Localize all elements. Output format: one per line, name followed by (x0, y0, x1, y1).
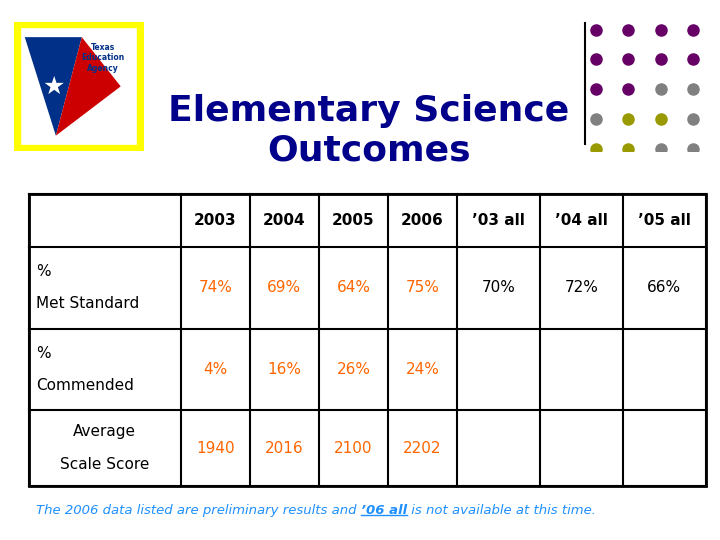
Text: Scale Score: Scale Score (60, 457, 150, 472)
Text: %: % (36, 346, 50, 361)
Text: The 2006 data listed are preliminary results and: The 2006 data listed are preliminary res… (36, 504, 361, 517)
Text: ★: ★ (42, 75, 65, 98)
Polygon shape (24, 37, 82, 136)
Text: 2006: 2006 (401, 213, 444, 228)
Text: %: % (36, 264, 50, 279)
Text: is not available at this time.: is not available at this time. (407, 504, 596, 517)
Text: 2004: 2004 (263, 213, 305, 228)
FancyBboxPatch shape (17, 24, 141, 149)
Text: 24%: 24% (405, 362, 439, 377)
Text: 2100: 2100 (334, 441, 373, 456)
Text: 16%: 16% (267, 362, 302, 377)
Text: 2016: 2016 (265, 441, 304, 456)
Text: 74%: 74% (198, 280, 233, 295)
Text: Texas
Education
Agency: Texas Education Agency (81, 43, 124, 73)
Text: 64%: 64% (336, 280, 370, 295)
Text: 1940: 1940 (196, 441, 235, 456)
Text: ’06 all: ’06 all (361, 504, 407, 517)
Text: 66%: 66% (647, 280, 681, 295)
Text: 2005: 2005 (332, 213, 374, 228)
Text: ’05 all: ’05 all (638, 213, 690, 228)
Text: Commended: Commended (36, 378, 134, 393)
Text: Met Standard: Met Standard (36, 296, 139, 312)
Text: Average: Average (73, 424, 136, 440)
Text: 70%: 70% (482, 280, 516, 295)
Polygon shape (56, 37, 121, 136)
Text: 75%: 75% (405, 280, 439, 295)
Text: 72%: 72% (564, 280, 598, 295)
Text: ’04 all: ’04 all (555, 213, 608, 228)
Text: ’03 all: ’03 all (472, 213, 525, 228)
Text: 4%: 4% (203, 362, 228, 377)
Text: 26%: 26% (336, 362, 370, 377)
Text: 2003: 2003 (194, 213, 237, 228)
Text: 69%: 69% (267, 280, 302, 295)
Bar (29, 194, 706, 486)
Text: Elementary Science
Outcomes: Elementary Science Outcomes (168, 94, 570, 167)
Text: 2202: 2202 (403, 441, 441, 456)
